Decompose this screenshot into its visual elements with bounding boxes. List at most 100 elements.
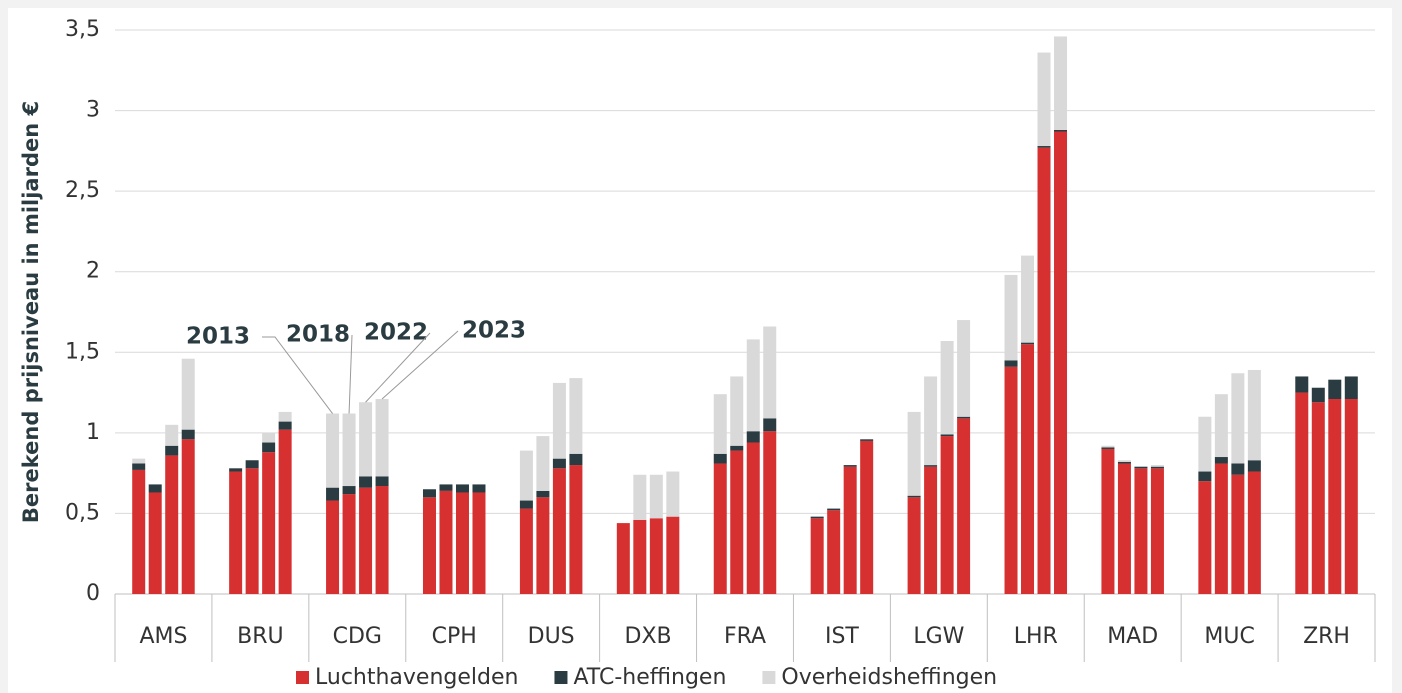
bar-segment [1214, 463, 1228, 594]
bar-segment [132, 469, 146, 594]
bar-segment [1328, 399, 1342, 594]
x-tick-label: DXB [625, 624, 672, 649]
x-tick-label: MUC [1204, 624, 1254, 649]
bar-segment [422, 489, 436, 498]
bar-segment [1150, 465, 1164, 467]
bar-segment [552, 382, 566, 459]
annotation: 2018 [286, 322, 350, 348]
x-tick-label: MAD [1107, 624, 1158, 649]
bar-segment [569, 453, 583, 466]
bar-segment [633, 519, 647, 594]
bar-segment [1214, 457, 1228, 464]
bar-segment [746, 339, 760, 432]
bar-segment [843, 466, 857, 594]
bar-segment [1054, 36, 1068, 130]
x-tick-label: CPH [432, 624, 477, 649]
bar-segment [810, 518, 824, 594]
bar-segment [375, 399, 389, 477]
bar-segment [1117, 460, 1131, 462]
x-tick-label: LHR [1014, 624, 1058, 649]
bar-segment [1344, 376, 1358, 400]
bar-segment [1101, 448, 1115, 594]
bar-segment [957, 320, 971, 417]
bar-segment [713, 394, 727, 454]
bar-segment [519, 500, 533, 509]
bar-segment [552, 468, 566, 594]
bar-segment [1344, 399, 1358, 594]
bar-segment [763, 418, 777, 432]
bar-segment [730, 450, 744, 594]
x-tick-label: LGW [913, 624, 964, 649]
bar-segment [262, 452, 276, 594]
bar-segment [359, 487, 373, 594]
bar-segment [181, 439, 195, 594]
y-axis-label: Berekend prijsniveau in miljarden € [19, 101, 43, 523]
bar-segment [1117, 463, 1131, 594]
bar-segment [1004, 366, 1018, 594]
bar-segment [472, 484, 486, 493]
bar-segment [666, 471, 680, 517]
bar-segment [1037, 52, 1051, 147]
bar-segment [957, 416, 971, 419]
bar-segment [1021, 342, 1035, 345]
bar-segment [262, 442, 276, 453]
bar-segment [278, 421, 292, 430]
bar-segment [1134, 468, 1148, 594]
legend-swatch [554, 671, 568, 684]
bar-segment [439, 484, 453, 491]
bar-segment [132, 463, 146, 470]
leader-line [262, 336, 333, 414]
bar-segment [1037, 147, 1051, 595]
leader-line [365, 332, 431, 403]
bar-segment [763, 431, 777, 594]
bar-segment [1247, 471, 1261, 594]
bar-segment [422, 497, 436, 594]
bar-segment [940, 341, 954, 435]
bar-segment [1247, 370, 1261, 461]
bar-segment [730, 445, 744, 451]
x-tick-label: FRA [724, 624, 766, 649]
bar-segment [713, 453, 727, 464]
bar-segment [165, 445, 179, 456]
bar-segment [519, 508, 533, 594]
bar-segment [245, 460, 259, 469]
bar-segment [326, 500, 340, 594]
bar-segment [666, 516, 680, 594]
bar-segment [472, 492, 486, 594]
bar-segment [1117, 461, 1131, 464]
bar-segment [940, 434, 954, 437]
bar-segment [843, 465, 857, 467]
bar-segment [342, 494, 356, 594]
annotation: 2023 [462, 318, 526, 344]
bar-segment [1198, 471, 1212, 482]
x-tick-label: IST [825, 624, 859, 649]
bar-segment [1295, 392, 1309, 594]
bar-segment [245, 468, 259, 594]
bar-segment [649, 474, 663, 519]
bar-segment [730, 376, 744, 446]
bar-segment [552, 458, 566, 469]
leader-line [381, 330, 459, 400]
annotation: 2022 [364, 320, 428, 346]
bar-segment [940, 436, 954, 594]
bar-segment [924, 466, 938, 594]
x-tick-label: AMS [139, 624, 187, 649]
bar-segment [633, 474, 647, 520]
bar-segment [1214, 394, 1228, 458]
legend-swatch [762, 671, 776, 684]
bar-segment [262, 432, 276, 443]
bar-segment [1311, 402, 1325, 594]
bar-segment [569, 465, 583, 594]
bar-segment [1101, 447, 1115, 449]
bar-segment [181, 358, 195, 430]
legend-label: ATC-heffingen [573, 665, 726, 690]
bar-segment [1021, 255, 1035, 343]
y-tick-label: 0,5 [65, 500, 100, 525]
bar-segment [536, 497, 550, 594]
bar-segment [278, 429, 292, 594]
x-tick-label: ZRH [1303, 624, 1350, 649]
annotation: 2013 [186, 324, 250, 350]
bar-segment [165, 424, 179, 446]
bar-segment [649, 518, 663, 594]
